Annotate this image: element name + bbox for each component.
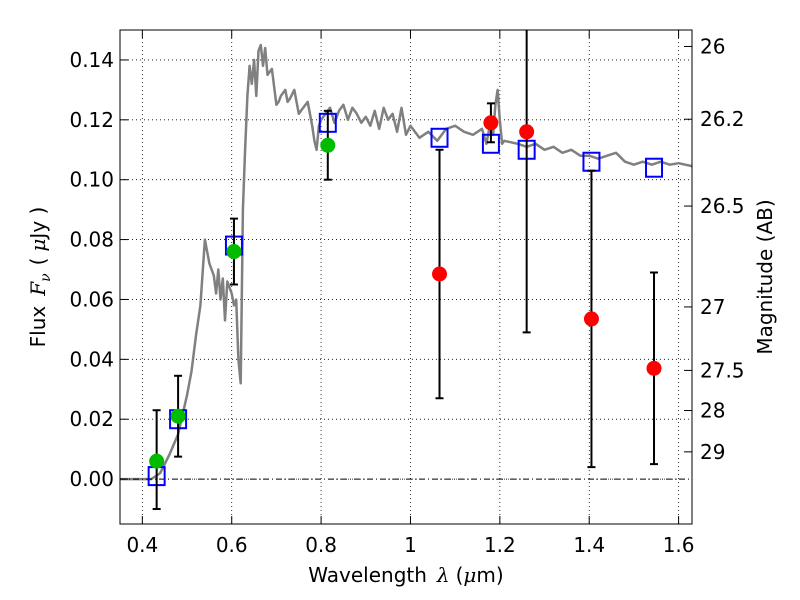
right-tick-label: 27 xyxy=(700,295,725,319)
data-point xyxy=(320,137,336,153)
y-tick-label: 0.08 xyxy=(69,228,114,252)
right-axis-label: Magnitude (AB) xyxy=(753,199,777,354)
data-point xyxy=(583,311,599,327)
x-tick-label: 1 xyxy=(404,533,417,557)
data-point xyxy=(483,115,499,131)
x-tick-label: 1.2 xyxy=(484,533,516,557)
y-tick-label: 0.02 xyxy=(69,407,114,431)
y-tick-label: 0.12 xyxy=(69,108,114,132)
x-tick-label: 0.4 xyxy=(126,533,158,557)
y-tick-label: 0.10 xyxy=(69,168,114,192)
plot-area xyxy=(120,30,692,511)
x-tick-label: 0.8 xyxy=(305,533,337,557)
y-axis-label: FluxFν(μJy ) xyxy=(26,207,54,348)
x-axis-label: Wavelength λ (μm) xyxy=(308,563,503,587)
data-point xyxy=(149,453,165,469)
data-point xyxy=(519,124,535,140)
data-point xyxy=(170,408,186,424)
data-point xyxy=(646,360,662,376)
data-point xyxy=(432,266,448,282)
right-tick-label: 27.5 xyxy=(700,358,745,382)
data-point xyxy=(226,244,242,260)
axes-frame xyxy=(119,29,693,525)
model-spectrum-line xyxy=(120,43,692,481)
model-band-square xyxy=(430,127,449,148)
grid-lines xyxy=(120,30,692,524)
x-tick-label: 1.6 xyxy=(663,533,695,557)
y-tick-label: 0.04 xyxy=(69,347,114,371)
right-tick-label: 29 xyxy=(700,440,725,464)
x-tick-label: 1.4 xyxy=(573,533,605,557)
right-tick-label: 28 xyxy=(700,399,725,423)
right-tick-label: 26.2 xyxy=(700,107,745,131)
y-tick-label: 0.06 xyxy=(69,287,114,311)
y-tick-label: 0.00 xyxy=(69,467,114,491)
y-tick-label: 0.14 xyxy=(69,48,114,72)
right-tick-label: 26.5 xyxy=(700,194,745,218)
axis-ticks: 0.4 0.6 0.8 1 1.2 1.4 1.6 0.00 0.02 0.04 0.06 0.08 0… xyxy=(69,30,745,557)
right-tick-label: 26 xyxy=(700,34,725,58)
model-band-square xyxy=(645,157,664,178)
x-tick-label: 0.6 xyxy=(216,533,248,557)
